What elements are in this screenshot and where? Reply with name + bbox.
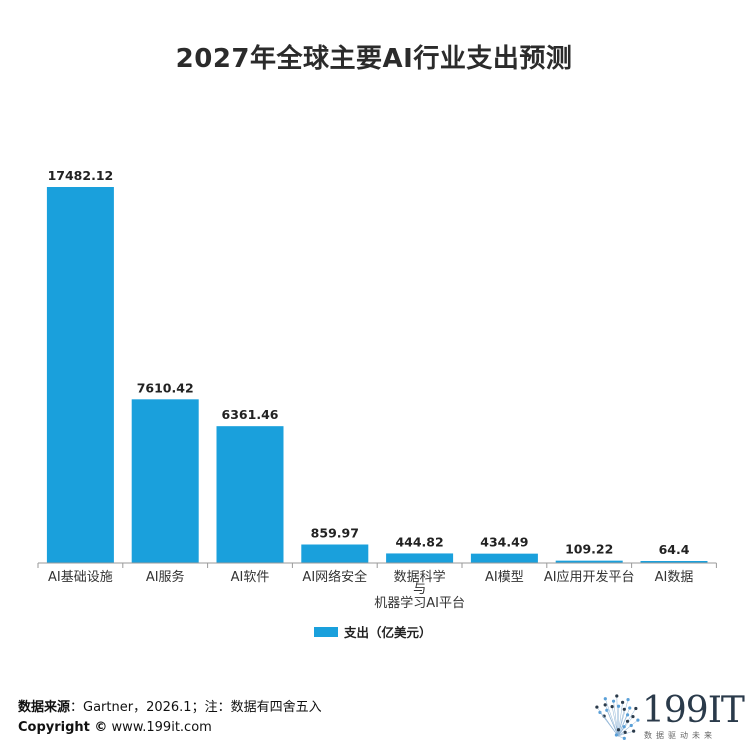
data-source-line: 数据来源：Gartner，2026.1；注：数据有四舍五入 (18, 696, 322, 715)
logo-text: 199IT (642, 690, 745, 731)
logo-tagline: 数据驱动未来 (644, 731, 716, 740)
bar-3 (301, 544, 369, 563)
legend-swatch (314, 627, 338, 637)
x-tick-label-6: AI应用开发平台 (544, 569, 635, 585)
chart-title: 2027年全球主要AI行业支出预测 (175, 44, 573, 74)
x-tick-label-3: AI网络安全 (302, 569, 367, 585)
copyright-label: Copyright © (18, 720, 108, 735)
brand-logo: 199IT 数据驱动未来 (588, 690, 745, 740)
bar-6 (555, 560, 623, 563)
x-tick-line: AI数据 (655, 570, 694, 585)
x-tick-label-2: AI软件 (231, 570, 270, 585)
bar-0 (46, 187, 114, 563)
x-tick-line: AI基础设施 (48, 570, 113, 585)
x-tick-line: 数据科学 (394, 569, 446, 585)
copyright-url: www.199it.com (107, 720, 212, 735)
bar-1 (131, 399, 199, 563)
x-tick-line: AI模型 (485, 570, 524, 585)
x-tick-label-0: AI基础设施 (48, 570, 113, 585)
x-tick-line: AI软件 (231, 570, 270, 585)
source-label: 数据来源 (18, 700, 71, 715)
source-text: ：Gartner，2026.1；注：数据有四舍五入 (70, 700, 322, 715)
x-tick-label-1: AI服务 (146, 569, 185, 585)
data-label-5: 434.49 (480, 535, 528, 550)
x-tick-label-7: AI数据 (655, 570, 694, 585)
data-label-0: 17482.12 (48, 168, 114, 183)
data-label-2: 6361.46 (222, 407, 279, 422)
bar-2 (216, 426, 284, 563)
x-tick-line: AI服务 (146, 569, 185, 585)
x-tick-line: 机器学习AI平台 (374, 595, 465, 611)
data-label-4: 444.82 (395, 534, 443, 549)
data-label-3: 859.97 (311, 526, 359, 541)
data-label-7: 64.4 (659, 542, 690, 557)
x-tick-line: AI应用开发平台 (544, 569, 635, 585)
legend-label: 支出（亿美元） (343, 625, 432, 640)
copyright-line: Copyright © www.199it.com (18, 720, 212, 735)
x-tick-line: 与 (413, 582, 426, 597)
data-label-6: 109.22 (565, 542, 613, 557)
x-tick-label-5: AI模型 (485, 570, 524, 585)
dandelion-icon (595, 694, 640, 740)
x-tick-line: AI网络安全 (302, 569, 367, 585)
bar-4 (386, 553, 454, 563)
bar-5 (470, 553, 538, 563)
data-label-1: 7610.42 (137, 380, 194, 395)
bar-7 (640, 561, 708, 563)
